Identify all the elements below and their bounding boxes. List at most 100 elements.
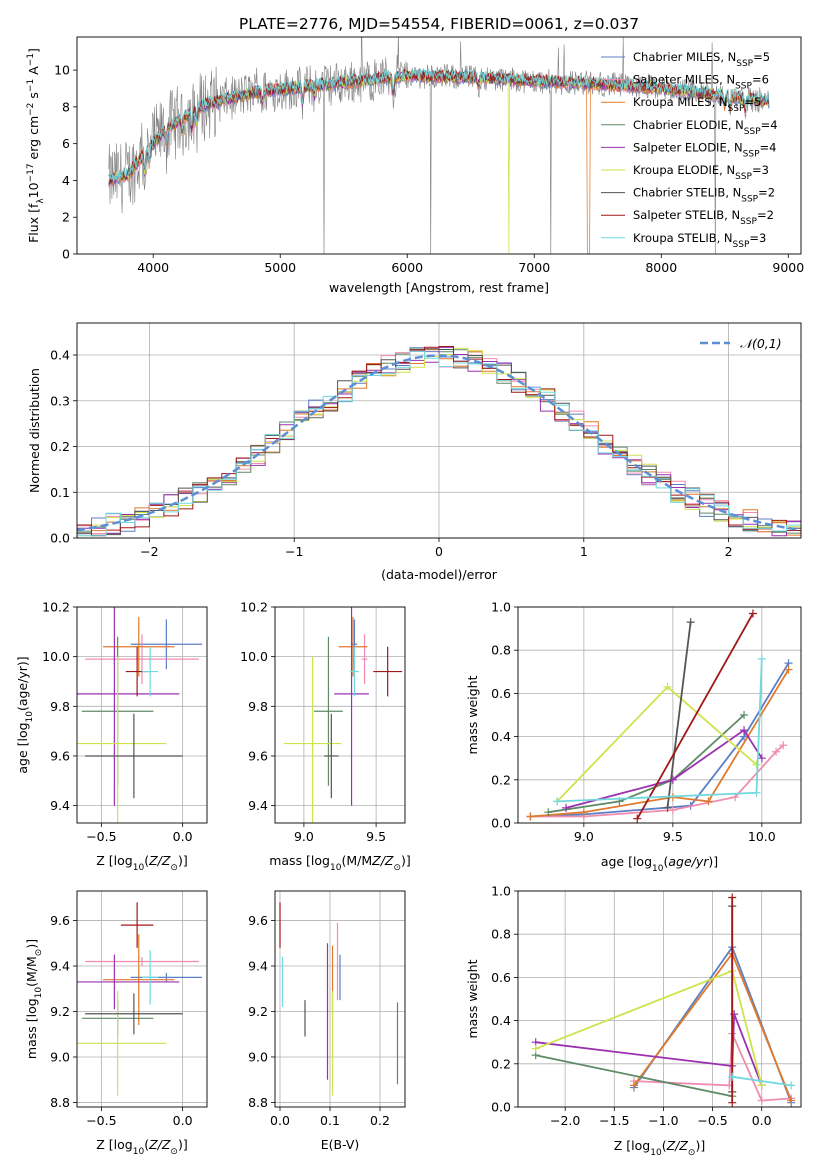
errorbar-chabrier-miles xyxy=(130,619,203,670)
series-marker xyxy=(579,808,588,817)
x-tick-label: 0.2 xyxy=(370,1113,390,1128)
x-tick-label: 9000 xyxy=(772,260,804,275)
errorbar-salpeter-miles xyxy=(361,634,368,684)
panel-residuals: −2 −1 0 1 2 0.0 0.1 0.2 0.3 0.4 (data-model)/error… xyxy=(27,322,802,582)
label-part: Flux [f xyxy=(26,203,41,243)
y-axis-label: mass [log10(M/M⊙)] xyxy=(24,939,44,1059)
model-kroupa-stelib xyxy=(108,68,770,183)
y-tick-label: 0.1 xyxy=(50,485,70,500)
x-tick-label: 2 xyxy=(725,544,733,559)
label-part: Z/Z xyxy=(371,853,394,868)
label-part: )] xyxy=(695,1138,705,1153)
series-line xyxy=(535,1054,733,1098)
label-part: ( xyxy=(663,854,668,869)
label-part: −2 xyxy=(26,103,36,116)
axes-frame xyxy=(76,322,802,539)
series-marker xyxy=(526,812,535,821)
x-axis-label: (data-model)/error xyxy=(381,567,498,582)
x-axis-label: Z [log10(Z/Z⊙)] xyxy=(96,853,187,873)
errorbar-kroupa-miles xyxy=(103,616,175,677)
series-salpeter-elodie xyxy=(562,726,766,812)
label-part: =3 xyxy=(749,231,766,245)
panel-mass-vs-Z: −0.5 0.08.89.09.29.49.6Z [log10(Z/Z⊙)]mas… xyxy=(24,890,208,1157)
series-marker xyxy=(663,682,672,691)
label-part: =6 xyxy=(752,73,769,87)
model-salpeter-stelib xyxy=(108,68,770,184)
series-marker xyxy=(544,808,553,817)
legend-entry: Kroupa STELIB, NSSP=3 xyxy=(633,231,766,250)
errorbar-salpeter-elodie xyxy=(77,607,180,806)
series-marker xyxy=(784,665,793,674)
label-part: 10 xyxy=(330,863,342,873)
y-tick-label: 9.6 xyxy=(248,913,268,928)
label-part: ⊙ xyxy=(170,1147,178,1157)
y-tick-label: 0.3 xyxy=(50,393,70,408)
label-part: Z [log xyxy=(614,1138,650,1153)
axes-frame xyxy=(517,606,802,824)
errorbar-salpeter-stelib xyxy=(120,902,154,948)
panel-age-vs-Z: −0.5 0.09.49.69.810.010.2Z [log10(Z/Z⊙)]a… xyxy=(15,600,208,873)
label-part: ( xyxy=(144,1137,149,1152)
legend-entry: Kroupa MILES, NSSP=5 xyxy=(633,95,761,114)
label-part: SSP xyxy=(735,172,752,182)
x-axis-label: Z [log10(Z/Z⊙)] xyxy=(614,1138,705,1158)
x-tick-label: −0.5 xyxy=(86,829,116,844)
series-line xyxy=(530,669,790,818)
errorbar-kroupa-stelib xyxy=(350,646,359,697)
errorbar-salpeter-stelib xyxy=(373,646,403,697)
y-tick-label: 0.4 xyxy=(50,348,70,363)
label-part: (M/M xyxy=(24,956,39,987)
x-tick-label: 5000 xyxy=(264,260,296,275)
legend-entry: Salpeter STELIB, NSSP=2 xyxy=(633,208,774,227)
label-part: mass [log xyxy=(269,853,330,868)
panel-mass-weight-vs-age: 9.0 9.5 10.0 0.0 0.2 0.4 0.6 0.8 1.0 age [log10(a… xyxy=(465,600,802,874)
errorbar-chabrier-stelib xyxy=(85,713,183,799)
series-marker xyxy=(757,1081,766,1090)
y-tick-label: 0.6 xyxy=(491,686,511,701)
label-part: Normed distribution xyxy=(27,368,42,493)
x-tick-label: 0 xyxy=(435,544,443,559)
label-part: mass weight xyxy=(465,675,480,754)
panel-mass-weight-vs-Z: −2.0 −1.5 −1.0 −0.5 0.0 0.0 0.2 0.4 0.6 0.8 1.0 Z [… xyxy=(465,884,802,1158)
errorbar-kroupa-elodie xyxy=(77,991,167,1096)
label-part: 10 xyxy=(26,182,41,198)
y-axis-label: mass weight xyxy=(465,675,480,754)
axes-frame xyxy=(76,890,208,1108)
label-part: ( xyxy=(144,853,149,868)
errorbar-kroupa-stelib xyxy=(142,646,159,697)
series-marker xyxy=(752,788,761,797)
legend-entry: Chabrier ELODIE, NSSP=4 xyxy=(633,118,778,137)
label-part: Kroupa STELIB, N xyxy=(633,231,733,245)
axes-frame xyxy=(274,890,406,1108)
axes-frame xyxy=(76,606,208,824)
x-tick-label: 9.0 xyxy=(574,829,594,844)
x-tick-label: 0.0 xyxy=(270,1113,290,1128)
label-part: =2 xyxy=(757,208,774,222)
series-marker xyxy=(740,711,749,719)
label-part: Z/Z xyxy=(148,853,171,868)
label-part: E(B-V) xyxy=(321,1137,360,1152)
label-part: −1 xyxy=(26,79,36,92)
errorbar-chabrier-stelib xyxy=(324,713,339,799)
label-part: (data-model)/error xyxy=(381,567,498,582)
panel-mass-vs-EBV: 0.0 0.1 0.2 8.8 9.0 9.2 9.4 9.6 E(B-V) xyxy=(248,890,406,1152)
y-tick-label: 9.2 xyxy=(50,1004,70,1019)
histogram-chabrier-stelib xyxy=(77,348,801,536)
label-part: )] xyxy=(24,939,39,949)
label-part: A xyxy=(26,66,41,79)
series-line xyxy=(535,1013,763,1086)
y-tick-label: 9.4 xyxy=(50,959,70,974)
errorbar-salpeter-miles xyxy=(85,634,199,684)
y-tick-label: 9.4 xyxy=(248,959,268,974)
label-part: )] xyxy=(708,854,718,869)
label-part: Salpeter MILES, N xyxy=(633,73,735,87)
errorbar-salpeter-elodie xyxy=(334,607,369,806)
label-part: Z/Z xyxy=(666,1138,689,1153)
y-tick-label: 9.4 xyxy=(248,798,268,813)
y-tick-label: 0.0 xyxy=(491,1100,511,1115)
y-tick-label: 2 xyxy=(62,210,70,225)
y-tick-label: 9.8 xyxy=(248,699,268,714)
x-tick-label: 6000 xyxy=(391,260,423,275)
